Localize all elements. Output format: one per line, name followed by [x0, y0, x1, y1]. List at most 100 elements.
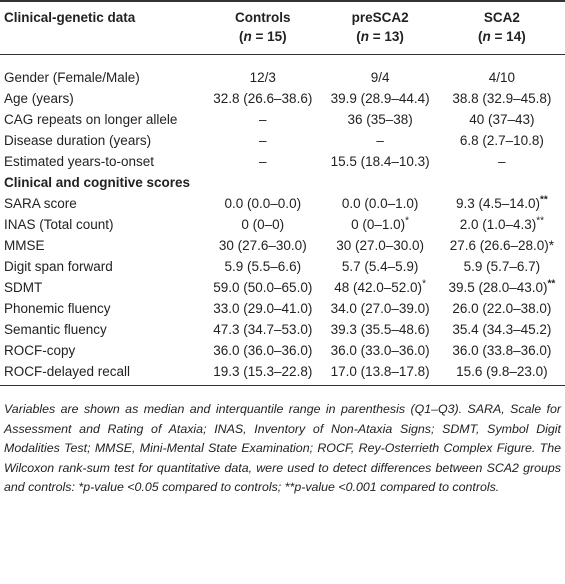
- table-cell: 40 (37–43): [469, 112, 535, 127]
- table-row: INAS (Total count) 0 (0–0) 0 (0–1.0)* 2.0 (…: [0, 214, 565, 235]
- table-cell: 19.3 (15.3–22.8): [204, 361, 322, 386]
- row-label: Semantic fluency: [4, 322, 107, 337]
- table-cell: 9.3 (4.5–14.0)**: [439, 193, 565, 214]
- significance-mark: **: [547, 278, 556, 290]
- row-label: Gender (Female/Male): [4, 70, 140, 85]
- table-row: SDMT 59.0 (50.0–65.0) 48 (42.0–52.0)* 39.5 …: [0, 277, 565, 298]
- table-cell: 32.8 (26.6–38.6): [213, 91, 313, 106]
- table-cell: 36.0 (33.8–36.0): [452, 343, 552, 358]
- table-cell: 2.0 (1.0–4.3)**: [439, 214, 565, 235]
- cell-value: 9.3 (4.5–14.0): [455, 196, 541, 211]
- header-count: (: [238, 29, 244, 44]
- table-row: ROCF-copy 36.0 (36.0–36.0) 36.0 (33.0–36.0…: [0, 340, 565, 361]
- table-cell: 5.7 (5.4–5.9): [341, 259, 419, 274]
- table-row: Estimated years-to-onset – 15.5 (18.4–10.3…: [0, 151, 565, 172]
- table-cell: 39.3 (35.5–48.6): [330, 322, 430, 337]
- table-row: Disease duration (years) – – 6.8 (2.7–10.8): [0, 130, 565, 151]
- table-row: Semantic fluency 47.3 (34.7–53.0) 39.3 (35…: [0, 319, 565, 340]
- table-cell: 36.0 (33.0–36.0): [330, 343, 430, 358]
- table-cell: 38.8 (32.9–45.8): [452, 91, 552, 106]
- table-cell: 17.0 (13.8–17.8): [321, 361, 439, 386]
- column-header: SCA2 (n = 14): [438, 0, 565, 55]
- table-cell: 9/4: [370, 70, 390, 85]
- header-count: = 14): [490, 29, 526, 44]
- row-label: ROCF-copy: [4, 343, 76, 358]
- table-cell: 59.0 (50.0–65.0): [213, 280, 313, 295]
- table-cell: 0 (0–1.0)*: [321, 214, 438, 235]
- row-label: Disease duration (years): [4, 133, 152, 148]
- header-label: Clinical-genetic data: [4, 10, 136, 25]
- footnote: Variables are shown as median and interq…: [4, 402, 561, 494]
- table-row: CAG repeats on longer allele – 36 (35–38) 4…: [0, 109, 565, 130]
- header-label: preSCA2: [351, 10, 409, 25]
- table-body: Gender (Female/Male) 12/3 9/4 4/10 Age (year…: [0, 55, 565, 386]
- table-cell: 5.9 (5.5–6.6): [224, 259, 302, 274]
- table-cell: 12/3: [249, 70, 276, 85]
- header-count: (: [478, 29, 483, 44]
- header-label: Controls: [235, 10, 291, 25]
- table-cell: 6.8 (2.7–10.8): [459, 133, 544, 148]
- cell-value: 0 (0–1.0): [351, 217, 406, 232]
- row-label: CAG repeats on longer allele: [4, 112, 178, 127]
- table-cell: 4/10: [488, 70, 516, 85]
- table-cell: 35.4 (34.3–45.2): [452, 322, 552, 337]
- header-row: Clinical-genetic data Controls (n = 15) pre…: [0, 0, 565, 55]
- significance-mark: *: [422, 278, 426, 290]
- row-label: Phonemic fluency: [4, 301, 111, 316]
- header-count: = 15): [251, 29, 287, 44]
- significance-mark: **: [536, 215, 545, 227]
- header-count: n: [360, 29, 370, 44]
- table-row: Age (years) 32.8 (26.6–38.6) 39.9 (28.9–44…: [0, 88, 565, 109]
- table-cell: 26.0 (22.0–38.0): [452, 301, 552, 316]
- table-cell: 0.0 (0.0–0.0): [224, 196, 302, 211]
- table-cell: 39.9 (28.9–44.4): [330, 91, 430, 106]
- table-cell: 15.6 (9.8–23.0): [438, 361, 565, 386]
- row-label: Age (years): [4, 91, 74, 106]
- header-count: n: [243, 29, 252, 44]
- table-row: Digit span forward 5.9 (5.5–6.6) 5.7 (5.4–…: [0, 256, 565, 277]
- table-row: SARA score 0.0 (0.0–0.0) 0.0 (0.0–1.0) 9.3 …: [0, 193, 565, 214]
- row-label: Estimated years-to-onset: [4, 154, 155, 169]
- table-cell: 48 (42.0–52.0)*: [321, 277, 438, 298]
- table-row: ROCF-delayed recall 19.3 (15.3–22.8) 17.0 …: [0, 361, 565, 386]
- row-label: INAS (Total count): [4, 217, 114, 232]
- section-row: Clinical and cognitive scores: [0, 172, 565, 193]
- table-cell: –: [376, 133, 384, 148]
- table-cell: 39.5 (28.0–43.0)**: [439, 277, 565, 298]
- cell-value: 48 (42.0–52.0): [334, 280, 423, 295]
- table-cell: 0 (0–0): [241, 217, 285, 232]
- cell-value: 39.5 (28.0–43.0): [448, 280, 548, 295]
- header-count: = 13): [369, 29, 404, 44]
- table-cell: 33.0 (29.0–41.0): [213, 301, 313, 316]
- spacer-row: [0, 55, 565, 68]
- table-head: Clinical-genetic data Controls (n = 15) pre…: [0, 0, 565, 55]
- column-header: Controls (n = 15): [204, 0, 322, 55]
- row-label: ROCF-delayed recall: [0, 361, 205, 386]
- table-cell: –: [259, 154, 267, 169]
- table-cell: 47.3 (34.7–53.0): [213, 322, 313, 337]
- column-header: preSCA2 (n = 13): [321, 0, 439, 55]
- significance-mark: *: [405, 215, 410, 227]
- table-cell: –: [259, 112, 267, 127]
- table-cell: 30 (27.6–30.0): [218, 238, 307, 253]
- table-cell: 36.0 (36.0–36.0): [213, 343, 313, 358]
- table-cell: –: [259, 133, 267, 148]
- table-cell: 0.0 (0.0–1.0): [341, 196, 419, 211]
- spacer-cell: [0, 55, 565, 68]
- table-row: MMSE 30 (27.6–30.0) 30 (27.0–30.0) 27.6 (26…: [0, 235, 565, 256]
- table-cell: 15.5 (18.4–10.3): [330, 154, 430, 169]
- table-cell: 5.9 (5.7–6.7): [463, 259, 541, 274]
- table-cell: 27.6 (26.6–28.0)*: [449, 238, 555, 253]
- row-label: MMSE: [4, 238, 45, 253]
- cell-value: 2.0 (1.0–4.3): [459, 217, 537, 232]
- row-label: Digit span forward: [4, 259, 113, 274]
- table-cell: –: [498, 154, 506, 169]
- column-header: Clinical-genetic data: [0, 0, 205, 55]
- header-count: (: [356, 29, 361, 44]
- row-label: SDMT: [4, 280, 43, 295]
- table-cell: 36 (35–38): [347, 112, 413, 127]
- section-label: Clinical and cognitive scores: [4, 175, 191, 190]
- table-row: Gender (Female/Male) 12/3 9/4 4/10: [0, 67, 565, 88]
